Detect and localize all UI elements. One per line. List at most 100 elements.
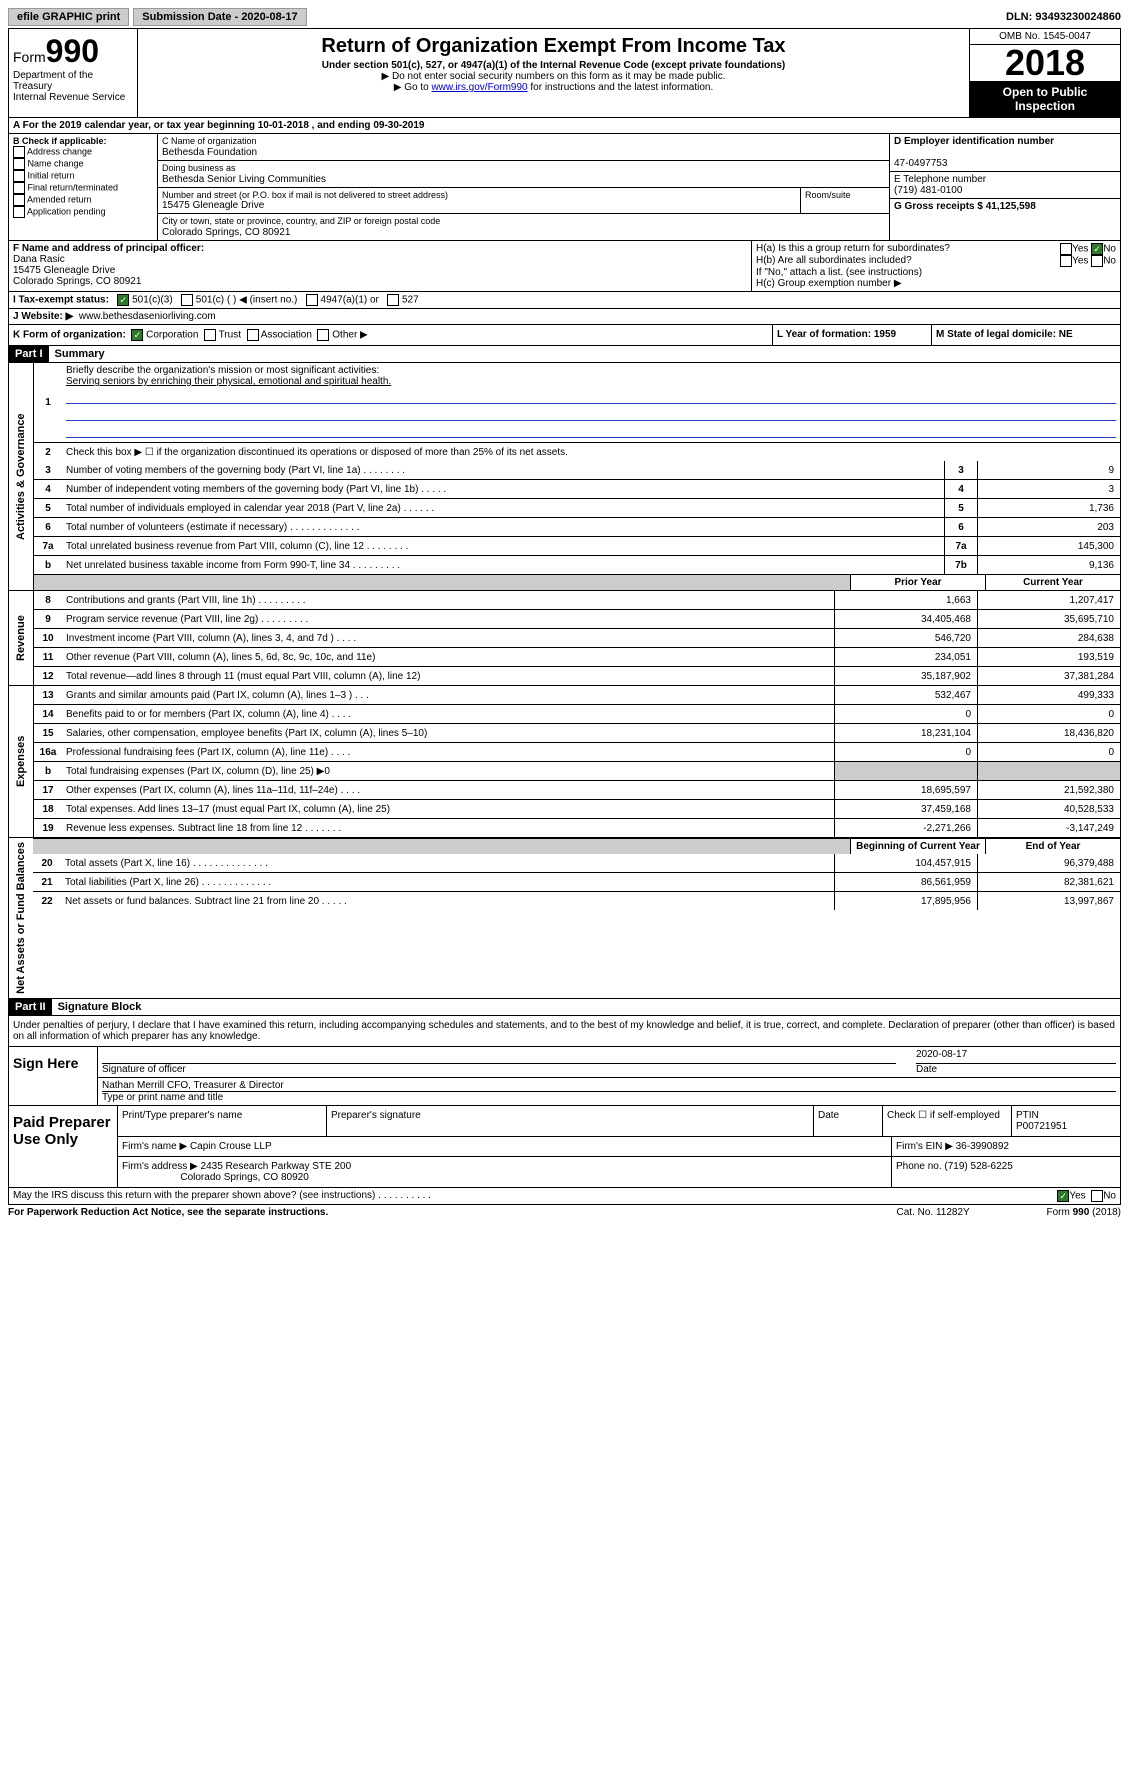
perjury-text: Under penalties of perjury, I declare th… bbox=[9, 1016, 1120, 1046]
col-end: End of Year bbox=[985, 839, 1120, 854]
open-public: Open to Public Inspection bbox=[970, 81, 1120, 117]
checkbox-pending[interactable] bbox=[13, 206, 25, 218]
row-value: 3 bbox=[977, 480, 1120, 498]
row-prior: 86,561,959 bbox=[834, 873, 977, 891]
row-desc: Other revenue (Part VIII, column (A), li… bbox=[62, 650, 834, 665]
k-assoc[interactable] bbox=[247, 329, 259, 341]
row-current: 284,638 bbox=[977, 629, 1120, 647]
firm-name: Capin Crouse LLP bbox=[190, 1141, 272, 1152]
k-trust[interactable] bbox=[204, 329, 216, 341]
row-num: 20 bbox=[33, 856, 61, 871]
part2-header: Part II bbox=[9, 999, 52, 1015]
opt-amended: Amended return bbox=[27, 194, 92, 204]
row-num: 11 bbox=[34, 650, 62, 665]
hb-note: If "No," attach a list. (see instruction… bbox=[756, 267, 1116, 278]
note-goto-pre: ▶ Go to bbox=[394, 82, 432, 93]
row-prior bbox=[834, 762, 977, 780]
l-label: L Year of formation: 1959 bbox=[777, 329, 896, 340]
firm-addr2: Colorado Springs, CO 80920 bbox=[180, 1172, 308, 1183]
row-box: 4 bbox=[944, 480, 977, 498]
i-501c[interactable] bbox=[181, 294, 193, 306]
hb-yes[interactable] bbox=[1060, 255, 1072, 267]
row-current: 0 bbox=[977, 705, 1120, 723]
table-row: b Net unrelated business taxable income … bbox=[34, 555, 1120, 574]
c-city: Colorado Springs, CO 80921 bbox=[162, 227, 290, 238]
discuss-no[interactable] bbox=[1091, 1190, 1103, 1202]
row-desc: Other expenses (Part IX, column (A), lin… bbox=[62, 783, 834, 798]
paperwork-notice: For Paperwork Reduction Act Notice, see … bbox=[8, 1207, 897, 1218]
row-current: 21,592,380 bbox=[977, 781, 1120, 799]
row-prior: 34,405,468 bbox=[834, 610, 977, 628]
form-subtitle: Under section 501(c), 527, or 4947(a)(1)… bbox=[142, 60, 965, 71]
i-4947[interactable] bbox=[306, 294, 318, 306]
phone-value: (719) 528-6225 bbox=[944, 1161, 1012, 1172]
firm-name-label: Firm's name ▶ bbox=[122, 1141, 187, 1152]
q1-answer: Serving seniors by enriching their physi… bbox=[66, 376, 391, 387]
table-row: 22 Net assets or fund balances. Subtract… bbox=[33, 891, 1120, 910]
table-row: 11 Other revenue (Part VIII, column (A),… bbox=[34, 647, 1120, 666]
tax-year: 2018 bbox=[970, 45, 1120, 81]
row-current: 96,379,488 bbox=[977, 854, 1120, 872]
f-addr1: 15475 Gleneagle Drive bbox=[13, 265, 115, 276]
c-name-label: C Name of organization bbox=[162, 136, 257, 146]
row-desc: Contributions and grants (Part VIII, lin… bbox=[62, 593, 834, 608]
row-current: 13,997,867 bbox=[977, 892, 1120, 910]
i-527[interactable] bbox=[387, 294, 399, 306]
note-goto-post: for instructions and the latest informat… bbox=[528, 82, 714, 93]
side-revenue: Revenue bbox=[9, 591, 34, 685]
check-self: Check ☐ if self-employed bbox=[883, 1106, 1012, 1136]
row-prior: 17,895,956 bbox=[834, 892, 977, 910]
row-current: 0 bbox=[977, 743, 1120, 761]
row-value: 9 bbox=[977, 461, 1120, 479]
ha-no[interactable] bbox=[1091, 243, 1103, 255]
checkbox-initial[interactable] bbox=[13, 170, 25, 182]
table-row: 7a Total unrelated business revenue from… bbox=[34, 536, 1120, 555]
row-current: -3,147,249 bbox=[977, 819, 1120, 837]
note-ssn: ▶ Do not enter social security numbers o… bbox=[142, 71, 965, 82]
checkbox-name-change[interactable] bbox=[13, 158, 25, 170]
hb-yes-label: Yes bbox=[1072, 256, 1088, 267]
row-prior: 0 bbox=[834, 705, 977, 723]
paid-preparer-label: Paid Preparer Use Only bbox=[9, 1106, 118, 1187]
part1-header: Part I bbox=[9, 346, 49, 362]
k-corp[interactable] bbox=[131, 329, 143, 341]
irs-link[interactable]: www.irs.gov/Form990 bbox=[431, 82, 527, 93]
checkbox-address-change[interactable] bbox=[13, 146, 25, 158]
row-current: 193,519 bbox=[977, 648, 1120, 666]
d-value: 47-0497753 bbox=[894, 158, 947, 169]
k-other[interactable] bbox=[317, 329, 329, 341]
q1: Briefly describe the organization's miss… bbox=[66, 365, 379, 376]
checkbox-final[interactable] bbox=[13, 182, 25, 194]
row-value: 1,736 bbox=[977, 499, 1120, 517]
table-row: 21 Total liabilities (Part X, line 26) .… bbox=[33, 872, 1120, 891]
row-num: 5 bbox=[34, 501, 62, 516]
table-row: 9 Program service revenue (Part VIII, li… bbox=[34, 609, 1120, 628]
i-opt1: 501(c)(3) bbox=[132, 295, 173, 306]
dln: DLN: 93493230024860 bbox=[1006, 11, 1121, 23]
table-row: 18 Total expenses. Add lines 13–17 (must… bbox=[34, 799, 1120, 818]
hb-no[interactable] bbox=[1091, 255, 1103, 267]
col-beginning: Beginning of Current Year bbox=[850, 839, 985, 854]
side-expenses: Expenses bbox=[9, 686, 34, 837]
discuss-yes-label: Yes bbox=[1069, 1190, 1085, 1201]
j-value: www.bethesdaseniorliving.com bbox=[79, 311, 216, 322]
discuss-yes[interactable] bbox=[1057, 1190, 1069, 1202]
table-row: 16a Professional fundraising fees (Part … bbox=[34, 742, 1120, 761]
discuss-no-label: No bbox=[1103, 1190, 1116, 1201]
prep-date-label: Date bbox=[814, 1106, 883, 1136]
row-desc: Total liabilities (Part X, line 26) . . … bbox=[61, 875, 834, 890]
print-name-label: Print/Type preparer's name bbox=[118, 1106, 327, 1136]
row-desc: Benefits paid to or for members (Part IX… bbox=[62, 707, 834, 722]
ha-yes[interactable] bbox=[1060, 243, 1072, 255]
row-value: 145,300 bbox=[977, 537, 1120, 555]
checkbox-amended[interactable] bbox=[13, 194, 25, 206]
i-501c3[interactable] bbox=[117, 294, 129, 306]
row-desc: Number of voting members of the governin… bbox=[62, 463, 944, 478]
g-label: G Gross receipts $ 41,125,598 bbox=[894, 201, 1036, 212]
table-row: 10 Investment income (Part VIII, column … bbox=[34, 628, 1120, 647]
row-num: 14 bbox=[34, 707, 62, 722]
table-row: 6 Total number of volunteers (estimate i… bbox=[34, 517, 1120, 536]
row-prior: 104,457,915 bbox=[834, 854, 977, 872]
hc-label: H(c) Group exemption number ▶ bbox=[756, 278, 1116, 289]
row-num: 12 bbox=[34, 669, 62, 684]
